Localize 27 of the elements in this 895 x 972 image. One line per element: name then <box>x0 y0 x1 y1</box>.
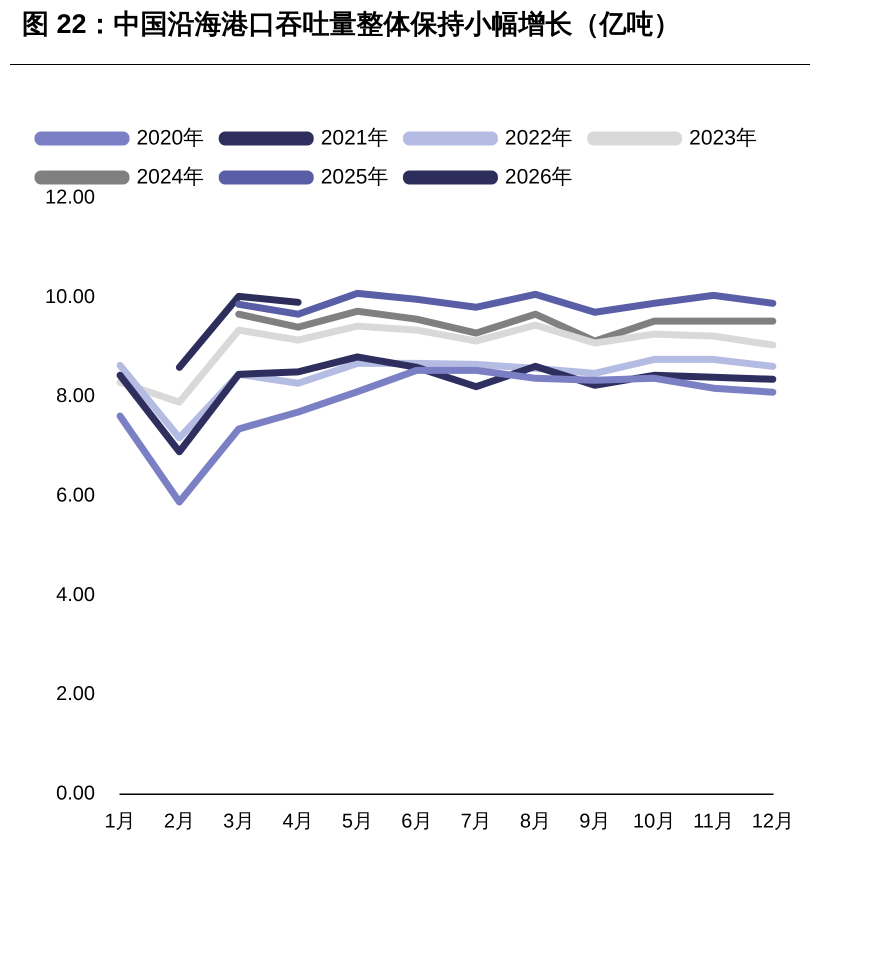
x-tick-label: 5月 <box>342 810 374 833</box>
x-tick-label: 11月 <box>693 810 734 833</box>
x-tick-label: 1月 <box>104 810 136 833</box>
y-tick-label: 10.00 <box>44 286 96 308</box>
x-tick-label: 9月 <box>579 810 610 833</box>
legend-label: 2024年 <box>136 165 204 188</box>
y-tick-label: 8.00 <box>56 385 96 408</box>
y-tick-label: 4.00 <box>56 584 96 606</box>
y-tick-label: 12.00 <box>44 186 96 209</box>
legend-label: 2022年 <box>504 126 573 150</box>
legend-label: 2020年 <box>136 126 204 150</box>
y-tick-label: 6.00 <box>56 484 96 507</box>
x-tick-label: 3月 <box>223 810 254 833</box>
x-tick-label: 10月 <box>633 810 676 833</box>
x-tick-label: 12月 <box>752 810 794 833</box>
legend-label: 2023年 <box>689 126 757 150</box>
y-tick-label: 0.00 <box>56 782 96 805</box>
x-tick-label: 8月 <box>520 810 552 833</box>
y-tick-label: 2.00 <box>56 683 96 706</box>
legend-label: 2021年 <box>320 126 388 150</box>
x-tick-label: 6月 <box>401 810 432 833</box>
chart-title: 图 22：中国沿海港口吞吐量整体保持小幅增长（亿吨） <box>22 8 681 41</box>
x-tick-label: 2月 <box>164 810 195 833</box>
x-tick-label: 4月 <box>282 810 314 833</box>
legend-label: 2025年 <box>320 165 388 188</box>
x-tick-label: 7月 <box>460 810 492 833</box>
legend-label: 2026年 <box>504 165 573 188</box>
